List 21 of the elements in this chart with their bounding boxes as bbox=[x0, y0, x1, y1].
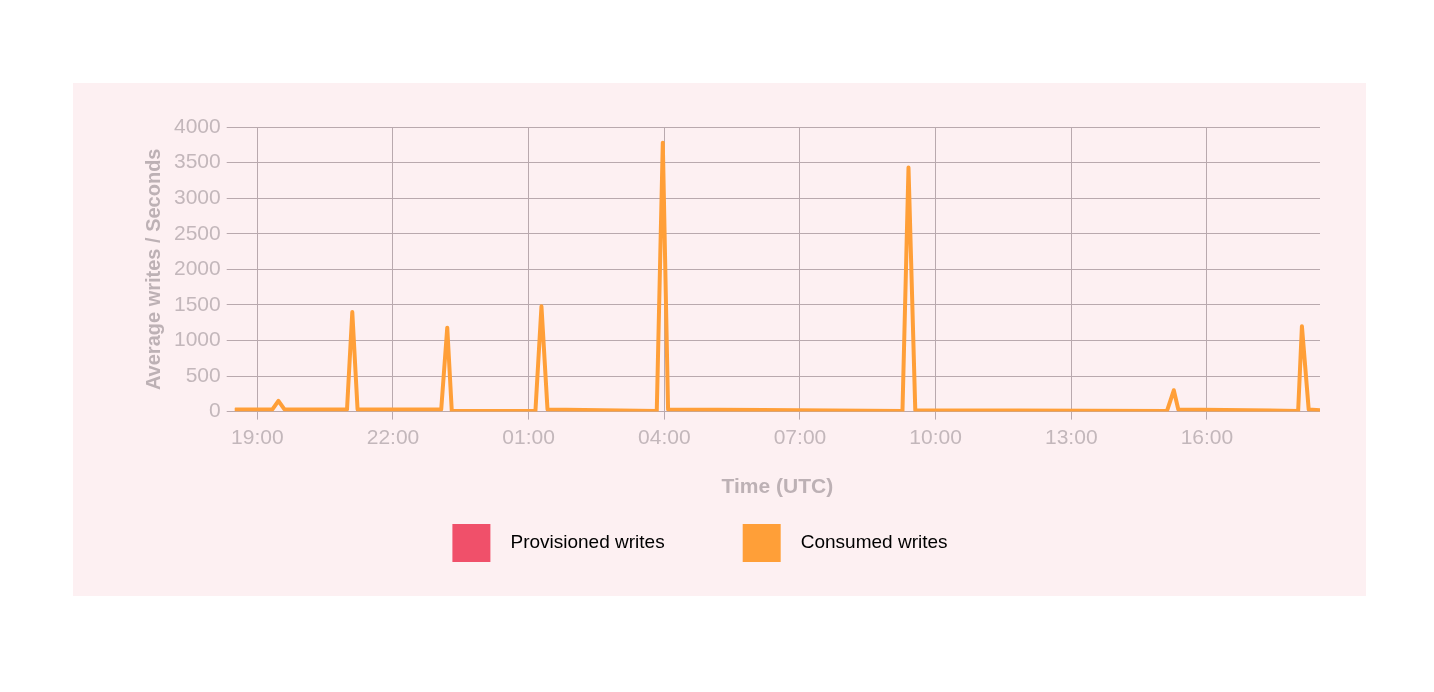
y-tick-label: 3000 bbox=[174, 184, 221, 208]
x-axis-title: Time (UTC) bbox=[721, 474, 834, 498]
legend-label: Consumed writes bbox=[790, 531, 1006, 553]
x-tick-label: 22:00 bbox=[366, 425, 420, 448]
x-tick-label: 01:00 bbox=[502, 425, 555, 448]
y-tick-label: 2000 bbox=[174, 256, 221, 280]
x-tick-label: 07:00 bbox=[773, 425, 827, 448]
y-tick-label: 500 bbox=[185, 362, 221, 386]
x-tick-label: 10:00 bbox=[909, 425, 962, 448]
legend-label: Provisioned writes bbox=[499, 531, 723, 553]
y-tick-label: 1000 bbox=[174, 327, 221, 351]
y-tick-label: 1500 bbox=[174, 291, 221, 315]
y-axis-title: Average writes / Seconds bbox=[141, 148, 164, 391]
x-tick-label: 04:00 bbox=[638, 425, 691, 448]
y-tick-label: 2500 bbox=[174, 220, 221, 244]
x-tick-label: 13:00 bbox=[1045, 425, 1098, 448]
y-tick-label: 4000 bbox=[174, 113, 221, 137]
y-tick-label: 0 bbox=[209, 398, 221, 422]
x-tick-label: 16:00 bbox=[1180, 425, 1234, 448]
x-tick-label: 19:00 bbox=[231, 425, 284, 448]
y-tick-label: 3500 bbox=[174, 149, 221, 173]
